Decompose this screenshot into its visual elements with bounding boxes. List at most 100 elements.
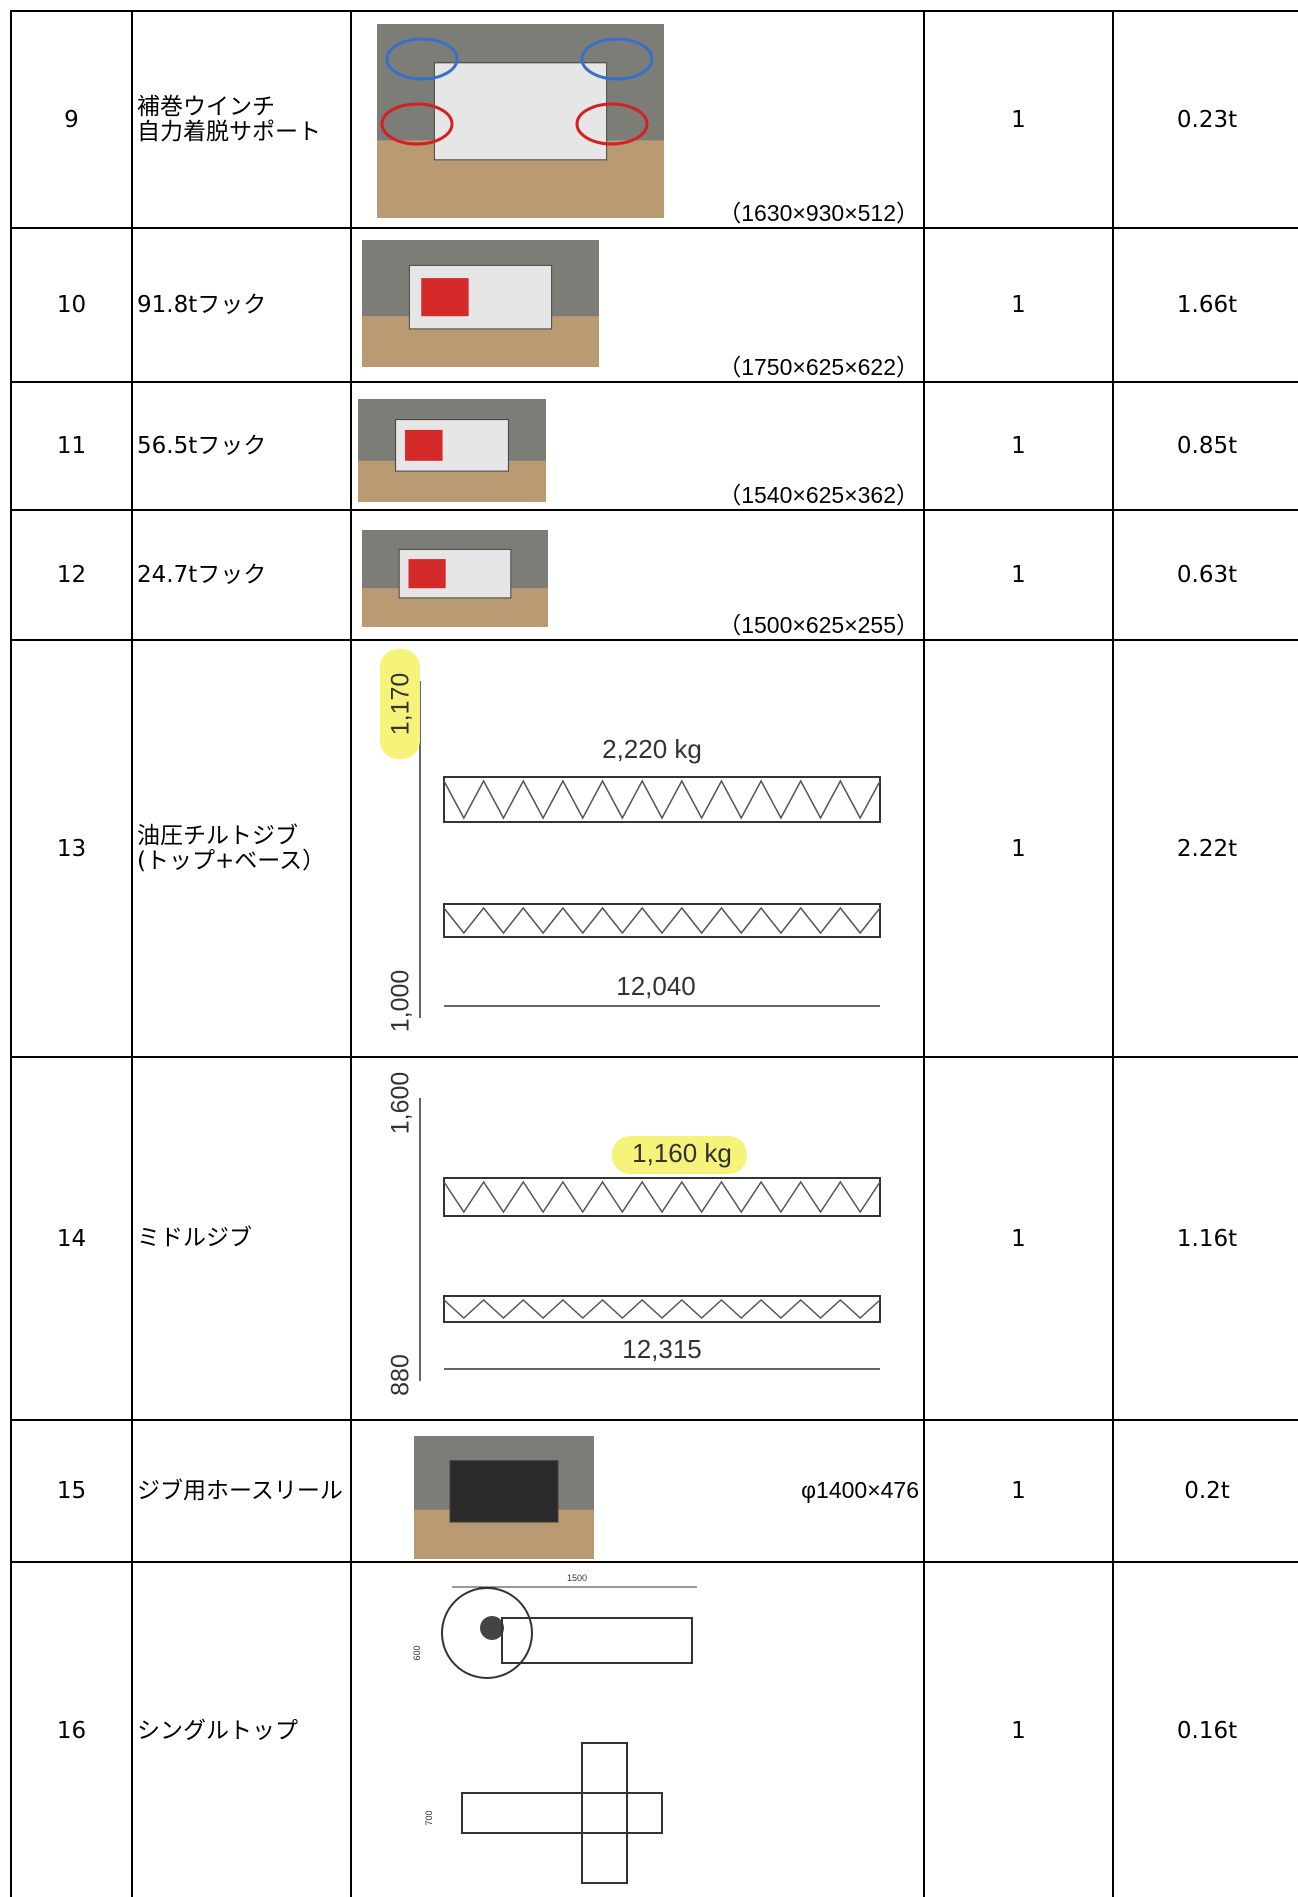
drawing-label: 1,170 — [387, 673, 415, 736]
quantity-text: 1 — [1011, 292, 1026, 318]
row-number: 10 — [10, 227, 131, 381]
row-number-text: 15 — [56, 1478, 87, 1504]
weight-text: 0.23t — [1176, 106, 1238, 133]
weight-text: 0.85t — [1176, 433, 1238, 459]
quantity-text: 1 — [1011, 433, 1026, 459]
weight: 0.2t — [1112, 1419, 1298, 1561]
quantity: 1 — [923, 509, 1112, 639]
quantity-text: 1 — [1011, 1718, 1026, 1744]
item-name-text: ジブ用ホースリール — [137, 1477, 343, 1504]
quantity: 1 — [923, 10, 1112, 227]
photo-object — [449, 1460, 559, 1523]
truss-lacing — [443, 1180, 881, 1214]
drawing-label: 700 — [424, 1810, 434, 1825]
drawing-label: 2,220 kg — [602, 734, 702, 764]
weight-text: 1.66t — [1176, 292, 1238, 318]
photo-stripe — [408, 559, 446, 589]
image-area: 1,600 1,160 kg 12,315 880 — [387, 1072, 881, 1396]
drawing-label: 1,000 — [387, 970, 415, 1033]
row-number: 14 — [10, 1056, 131, 1419]
weight-text: 0.63t — [1176, 562, 1238, 588]
photo-stripe — [421, 278, 469, 317]
weight-text: 2.22t — [1176, 835, 1238, 862]
item-image: 1,170 2,220 kg 12,040 1,000 — [350, 639, 923, 1056]
item-image: φ1400×476 — [350, 1419, 923, 1561]
item-name: ジブ用ホースリール — [131, 1419, 350, 1561]
frame — [501, 1617, 693, 1664]
item-name-text: 補巻ウインチ 自力着脱サポート — [137, 94, 321, 145]
row-number-text: 12 — [56, 562, 87, 588]
weight: 0.23t — [1112, 10, 1298, 227]
item-name: 24.7tフック — [131, 509, 350, 639]
weight-text: 1.16t — [1176, 1225, 1238, 1252]
quantity: 1 — [923, 639, 1112, 1056]
dimensions: （1540×625×362） — [718, 482, 919, 508]
item-image: （1630×930×512） — [350, 10, 923, 227]
row-number: 15 — [10, 1419, 131, 1561]
drawing-label: 1,160 kg — [632, 1138, 732, 1168]
item-name: 56.5tフック — [131, 381, 350, 509]
quantity: 1 — [923, 227, 1112, 381]
quantity-text: 1 — [1011, 562, 1026, 588]
weight: 0.16t — [1112, 1561, 1298, 1897]
quantity-text: 1 — [1011, 1225, 1026, 1252]
frame — [581, 1742, 628, 1884]
highlight-circle — [380, 102, 454, 146]
dimensions: （1750×625×622） — [718, 354, 919, 380]
item-image: （1750×625×622） — [350, 227, 923, 381]
row-number: 11 — [10, 381, 131, 509]
frame — [461, 1792, 663, 1834]
image-area: 1,170 2,220 kg 12,040 1,000 — [380, 649, 881, 1033]
image-area: φ1400×476 — [414, 1436, 919, 1559]
quantity-text: 1 — [1011, 835, 1026, 862]
image-area: （1540×625×362） — [358, 399, 919, 508]
item-name-text: 24.7tフック — [137, 561, 267, 588]
truss — [443, 1295, 881, 1323]
truss — [443, 1177, 881, 1217]
drawing-label: 1500 — [567, 1573, 587, 1583]
item-name-text: 56.5tフック — [137, 432, 267, 459]
highlight-circle — [575, 102, 649, 146]
row-number-text: 10 — [56, 292, 87, 318]
quantity: 1 — [923, 381, 1112, 509]
row-number-text: 9 — [64, 106, 79, 133]
row-number: 9 — [10, 10, 131, 227]
item-image: 1500 600 700 — [350, 1561, 923, 1897]
weight: 0.85t — [1112, 381, 1298, 509]
truss-lacing — [443, 906, 881, 935]
quantity-text: 1 — [1011, 106, 1026, 133]
quantity: 1 — [923, 1561, 1112, 1897]
item-name-text: 油圧チルトジブ (トップ+ベース） — [137, 823, 326, 874]
photo-object — [433, 62, 608, 161]
drawing-label: 1,600 — [387, 1072, 415, 1135]
item-name: 補巻ウインチ 自力着脱サポート — [131, 10, 350, 227]
truss — [443, 903, 881, 938]
quantity: 1 — [923, 1056, 1112, 1419]
drawing-label: 880 — [387, 1354, 415, 1396]
dimensions: （1500×625×255） — [718, 612, 919, 638]
dimensions: （1630×930×512） — [718, 200, 919, 226]
photo-stripe — [405, 429, 443, 461]
highlight-circle — [385, 37, 459, 81]
highlight-circle — [580, 37, 654, 81]
item-name-text: 91.8tフック — [137, 291, 267, 318]
highlight — [380, 649, 420, 759]
row-number-text: 11 — [56, 433, 87, 459]
drawing-label: 600 — [412, 1645, 422, 1660]
drawing-label: 12,040 — [616, 971, 696, 1001]
item-name: シングルトップ — [131, 1561, 350, 1897]
highlight — [612, 1136, 747, 1174]
row-number-text: 16 — [56, 1718, 87, 1744]
image-area: （1500×625×255） — [362, 530, 919, 638]
item-image: 1,600 1,160 kg 12,315 880 — [350, 1056, 923, 1419]
weight: 2.22t — [1112, 639, 1298, 1056]
row-number: 12 — [10, 509, 131, 639]
item-image: （1500×625×255） — [350, 509, 923, 639]
weight: 0.63t — [1112, 509, 1298, 639]
truss — [443, 776, 881, 823]
weight: 1.66t — [1112, 227, 1298, 381]
image-area: 1500 600 700 — [412, 1573, 697, 1884]
image-area: （1750×625×622） — [362, 240, 919, 380]
weight-text: 0.2t — [1184, 1478, 1230, 1504]
